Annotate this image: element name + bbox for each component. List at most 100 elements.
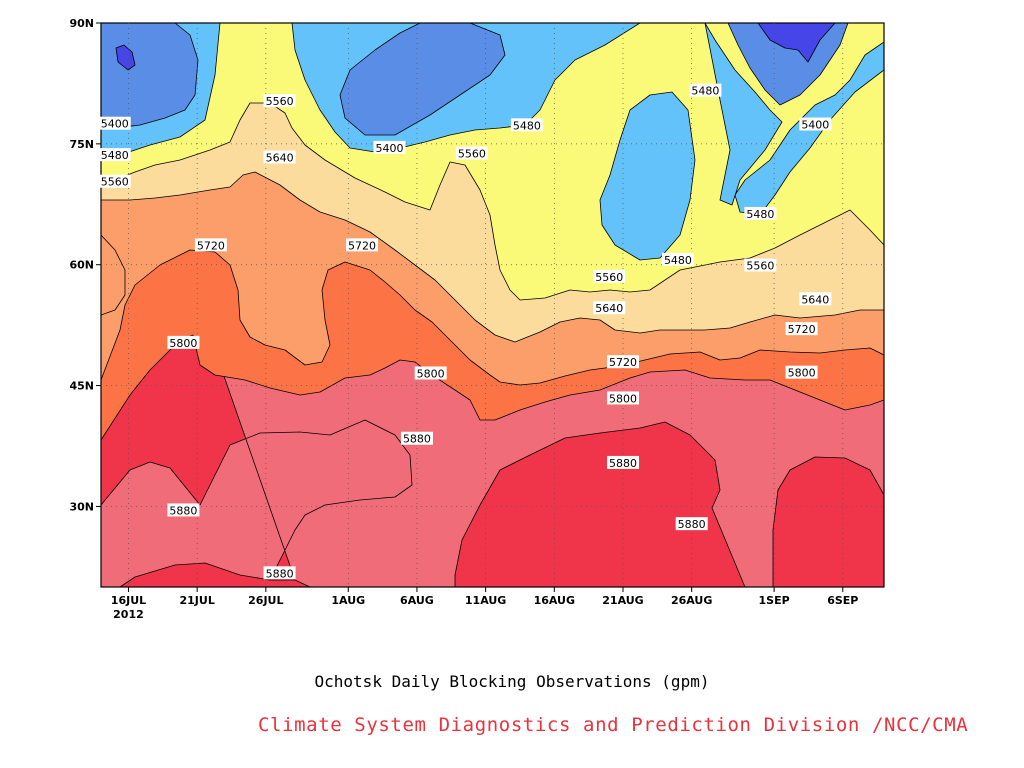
contour-label-text: 5560: [746, 260, 774, 273]
credit-line: Climate System Diagnostics and Predictio…: [258, 714, 969, 736]
chart-title: Ochotsk Daily Blocking Observations (gpm…: [314, 672, 710, 691]
contour-label-text: 5880: [266, 567, 294, 580]
contour-label: 5640: [263, 150, 296, 165]
contour-band-5400-5480: [101, 23, 884, 261]
contour-label-bg: [346, 238, 378, 252]
contour-label: 5400: [373, 140, 406, 155]
contour-label: 5560: [744, 258, 777, 273]
contour-label-bg: [675, 517, 708, 531]
y-tick-label: 30N: [69, 500, 94, 513]
contour-label-bg: [799, 117, 832, 131]
contour-label: 5400: [98, 116, 131, 131]
contour-label-text: 5720: [788, 323, 816, 336]
contour-label-text: 5400: [101, 118, 129, 131]
contour-label-bg: [661, 252, 694, 266]
contour-label-text: 5480: [691, 85, 719, 98]
contour-label: 5880: [263, 566, 296, 580]
contour-label: 5480: [510, 118, 543, 132]
y-tick-label: 45N: [69, 380, 94, 393]
contour-label-bg: [689, 83, 722, 97]
x-tick-label: 11AUG: [465, 594, 506, 607]
contour-label-text: 5560: [595, 271, 623, 284]
contour-label: 5720: [346, 238, 378, 252]
contour-label-bg: [263, 94, 296, 108]
contour-label-text: 5800: [788, 367, 816, 380]
contour-label-bg: [263, 150, 296, 164]
contour-label: 5880: [400, 431, 433, 446]
contour-label-bg: [744, 206, 777, 220]
contour-label: 5480: [661, 252, 694, 267]
contour-label-bg: [607, 355, 639, 369]
x-axis: 16JUL 21JUL 26JUL 1AUG 6AUG 11AUG 16AUG 21AUG 26…: [111, 587, 858, 621]
contour-label: 5720: [785, 322, 818, 336]
y-tick-label: 60N: [69, 259, 94, 272]
contour-label-bg: [744, 258, 777, 272]
contour-label-text: 5800: [609, 392, 637, 405]
contour-label: 5720: [607, 355, 639, 369]
contour-label-bg: [785, 322, 818, 336]
x-year-label: 2012: [113, 608, 144, 621]
contour-label-text: 5880: [403, 433, 431, 446]
contour-label-bg: [455, 146, 488, 160]
contour-label-bg: [510, 118, 543, 132]
contour-label-text: 5480: [746, 208, 774, 221]
contour-label-text: 5480: [664, 254, 692, 267]
contour-label: 5640: [593, 301, 626, 315]
contour-label-bg: [593, 269, 626, 283]
y-tick-label: 90N: [69, 17, 94, 30]
contour-label-bg: [607, 391, 639, 405]
contour-label: 5880: [675, 517, 708, 531]
contour-label: 5720: [194, 238, 227, 252]
contour-label: 5480: [98, 148, 131, 162]
contour-label-bg: [400, 431, 433, 445]
plot-frame: [100, 22, 885, 588]
contour-label: 5800: [607, 391, 639, 405]
contour-label-bg: [607, 455, 639, 469]
y-tick-label: 75N: [69, 138, 94, 151]
contour-label-text: 5640: [595, 302, 623, 315]
contour-label: 5800: [167, 335, 200, 350]
contour-label-text: 5880: [678, 518, 706, 531]
x-tick-label: 6AUG: [400, 594, 434, 607]
contour-label: 5560: [98, 174, 131, 189]
contour-label-bg: [98, 174, 131, 188]
grid-lines: [101, 23, 884, 587]
contour-band-5320-5400: [101, 23, 849, 136]
contour-label-bg: [194, 238, 227, 252]
x-tick-label: 21JUL: [179, 594, 214, 607]
contour-label: 5560: [455, 146, 488, 161]
contour-label: 5560: [263, 94, 296, 108]
contour-label-bg: [98, 148, 131, 162]
x-tick-label: 1AUG: [331, 594, 365, 607]
contour-label-text: 5560: [266, 95, 294, 108]
contour-label: 5880: [607, 455, 639, 470]
x-tick-label: 16JUL: [111, 594, 146, 607]
contour-label-text: 5720: [609, 356, 637, 369]
contour-label-bg: [414, 366, 447, 380]
y-axis: 90N 75N 60N 45N 30N: [69, 17, 101, 513]
x-tick-label: 26AUG: [671, 594, 712, 607]
contour-label-bg: [593, 301, 626, 315]
contour-label-text: 5720: [348, 239, 376, 252]
contour-label-text: 5560: [101, 176, 129, 189]
contour-label-text: 5880: [609, 457, 637, 470]
x-tick-label: 1SEP: [759, 594, 790, 607]
contour-label-bg: [98, 116, 131, 130]
contour-label-text: 5560: [458, 148, 486, 161]
contour-label-text: 5880: [169, 504, 197, 517]
x-tick-label: 26JUL: [248, 594, 283, 607]
contour-label: 5800: [785, 365, 818, 380]
contour-label-bg: [373, 140, 406, 154]
contour-label: 5400: [799, 117, 832, 132]
contour-label: 5480: [689, 83, 722, 98]
contour-label-bg: [263, 566, 296, 580]
contour-label: 5640: [799, 292, 832, 306]
contour-label: 5560: [593, 269, 626, 284]
x-tick-label: 16AUG: [534, 594, 575, 607]
contour-label-bg: [167, 503, 200, 517]
x-tick-label: 6SEP: [827, 594, 858, 607]
contour-label-bg: [785, 365, 818, 379]
contour-label-text: 5800: [417, 367, 445, 380]
contour-label-text: 5800: [169, 337, 197, 350]
contour-label-text: 5640: [801, 293, 829, 306]
